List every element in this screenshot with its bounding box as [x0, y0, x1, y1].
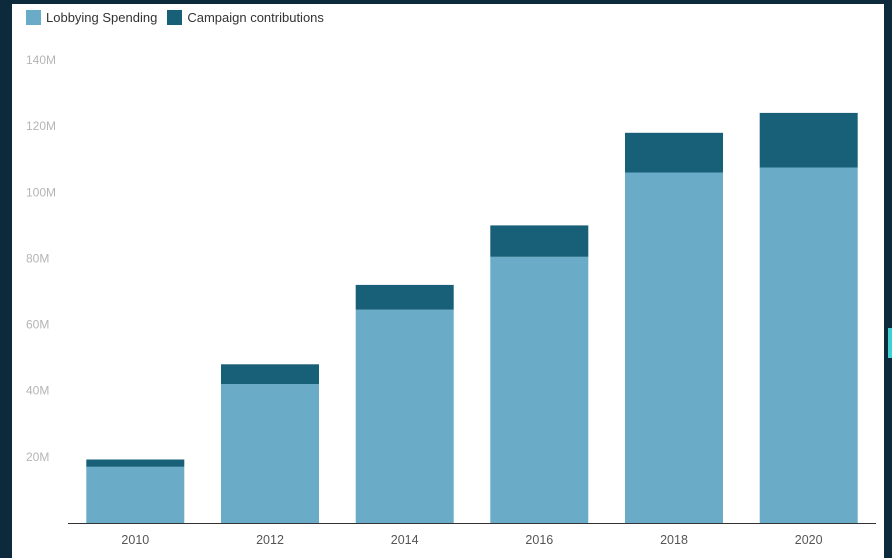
legend-item-lobbying[interactable]: Lobbying Spending: [26, 10, 157, 25]
bar-segment-lobbying[interactable]: [759, 167, 858, 524]
chart-legend: Lobbying Spending Campaign contributions: [26, 10, 324, 25]
x-tick-label: 2020: [795, 533, 823, 547]
bar-segment-lobbying[interactable]: [221, 384, 319, 523]
bar-segment-lobbying[interactable]: [355, 309, 454, 523]
y-tick-label: 120M: [26, 119, 56, 133]
bar-segment-lobbying[interactable]: [86, 466, 185, 523]
y-tick-label: 80M: [26, 251, 49, 265]
x-tick-label: 2012: [256, 533, 284, 547]
bar-segment-campaign[interactable]: [221, 364, 319, 385]
legend-swatch-campaign: [167, 10, 183, 25]
y-tick-label: 40M: [26, 384, 49, 398]
y-tick-label: 60M: [26, 318, 49, 332]
y-tick-label: 140M: [26, 53, 56, 67]
x-tick-label: 2016: [525, 533, 553, 547]
bar-segment-campaign[interactable]: [625, 132, 723, 173]
bar-segment-campaign[interactable]: [759, 112, 858, 168]
y-tick-label: 20M: [26, 450, 49, 464]
legend-item-campaign[interactable]: Campaign contributions: [167, 10, 324, 25]
legend-swatch-lobbying: [26, 10, 41, 25]
side-panel-tab[interactable]: [888, 328, 892, 358]
bar-segment-lobbying[interactable]: [625, 172, 723, 523]
bar-segment-lobbying[interactable]: [490, 256, 589, 523]
bar-segment-campaign[interactable]: [490, 225, 589, 257]
y-tick-label: 100M: [26, 185, 56, 199]
legend-label-campaign: Campaign contributions: [187, 10, 324, 25]
x-tick-label: 2010: [121, 533, 149, 547]
x-tick-label: 2018: [660, 533, 688, 547]
bar-segment-campaign[interactable]: [355, 284, 454, 310]
bar-segment-campaign[interactable]: [86, 459, 185, 467]
legend-label-lobbying: Lobbying Spending: [46, 10, 158, 25]
x-tick-label: 2014: [391, 533, 419, 547]
